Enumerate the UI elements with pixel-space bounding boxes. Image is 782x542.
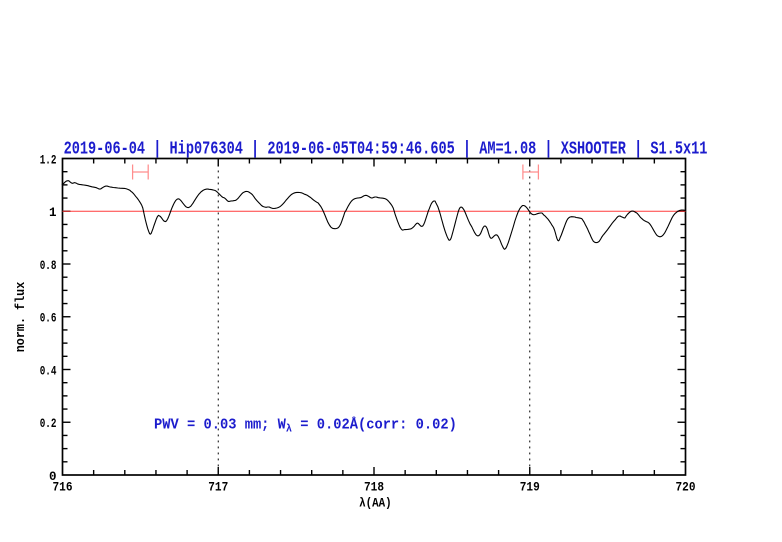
svg-text:λ(AA): λ(AA) bbox=[359, 497, 392, 511]
svg-text:1.2: 1.2 bbox=[40, 153, 57, 167]
svg-text:PWV = 0.03 mm; Wλ = 0.02Å: PWV = 0.03 mm; Wλ = 0.02Å(corr: 0.02) bbox=[154, 416, 457, 436]
svg-text:2019-06-04 | Hip076304 | 2019-: 2019-06-04 | Hip076304 | 2019-06-05T04:5… bbox=[64, 139, 708, 159]
svg-text:0.4: 0.4 bbox=[40, 364, 57, 378]
svg-text:719: 719 bbox=[520, 481, 540, 495]
svg-text:718: 718 bbox=[364, 481, 384, 495]
svg-text:716: 716 bbox=[53, 481, 73, 495]
svg-text:norm. flux: norm. flux bbox=[14, 281, 28, 352]
svg-text:720: 720 bbox=[676, 481, 696, 495]
svg-text:717: 717 bbox=[208, 481, 228, 495]
svg-text:0.8: 0.8 bbox=[40, 259, 57, 273]
svg-text:0: 0 bbox=[49, 470, 57, 484]
svg-text:0.6: 0.6 bbox=[40, 312, 57, 326]
svg-text:0.2: 0.2 bbox=[40, 417, 57, 431]
svg-text:1: 1 bbox=[49, 206, 57, 220]
